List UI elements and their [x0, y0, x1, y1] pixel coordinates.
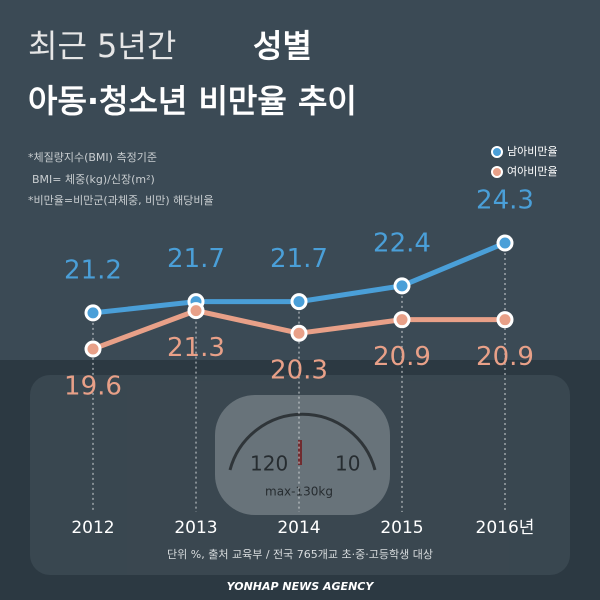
data-label: 21.2 [64, 255, 122, 285]
x-tick-label: 2012 [71, 518, 114, 538]
source: 단위 %, 출처 교육부 / 전국 765개교 초·중·고등학생 대상 [167, 548, 433, 561]
note: BMI= 체중(kg)/신장(m²) [32, 173, 155, 186]
x-tick-label: 2016년 [476, 518, 535, 538]
title-lead: 최근 5년간 [28, 27, 176, 65]
legend-label: 남아비만율 [507, 145, 558, 158]
data-label: 24.3 [476, 186, 534, 216]
data-label: 22.4 [373, 228, 431, 258]
svg-text:10: 10 [335, 452, 360, 476]
point [393, 277, 411, 295]
data-label: 20.9 [476, 342, 534, 372]
data-label: 21.3 [167, 333, 225, 363]
note: *체질량지수(BMI) 측정기준 [28, 151, 157, 164]
point [187, 302, 205, 320]
data-label: 20.3 [270, 356, 328, 386]
point [290, 324, 308, 342]
x-tick-label: 2013 [174, 518, 217, 538]
data-label: 21.7 [167, 244, 225, 274]
scale-illustration: 120 10 max-130kg [30, 375, 570, 575]
title-line2: 아동·청소년 비만율 추이 [28, 82, 357, 120]
point [84, 340, 102, 358]
point [84, 304, 102, 322]
x-tick-label: 2014 [277, 518, 320, 538]
title-highlight: 성별 [253, 27, 312, 65]
point [290, 293, 308, 311]
data-label: 19.6 [64, 372, 122, 402]
svg-text:max-130kg: max-130kg [265, 485, 333, 499]
point [393, 311, 411, 329]
data-label: 20.9 [373, 342, 431, 372]
data-label: 21.7 [270, 244, 328, 274]
point [496, 311, 514, 329]
legend-marker [491, 146, 503, 158]
x-tick-label: 2015 [380, 518, 423, 538]
point [496, 234, 514, 252]
credit: YONHAP NEWS AGENCY [227, 580, 375, 593]
legend-marker [491, 166, 503, 178]
legend-label: 여아비만율 [507, 165, 558, 178]
svg-text:120: 120 [250, 452, 288, 476]
note: *비만율=비만군(과체중, 비만) 해당비율 [28, 193, 214, 207]
